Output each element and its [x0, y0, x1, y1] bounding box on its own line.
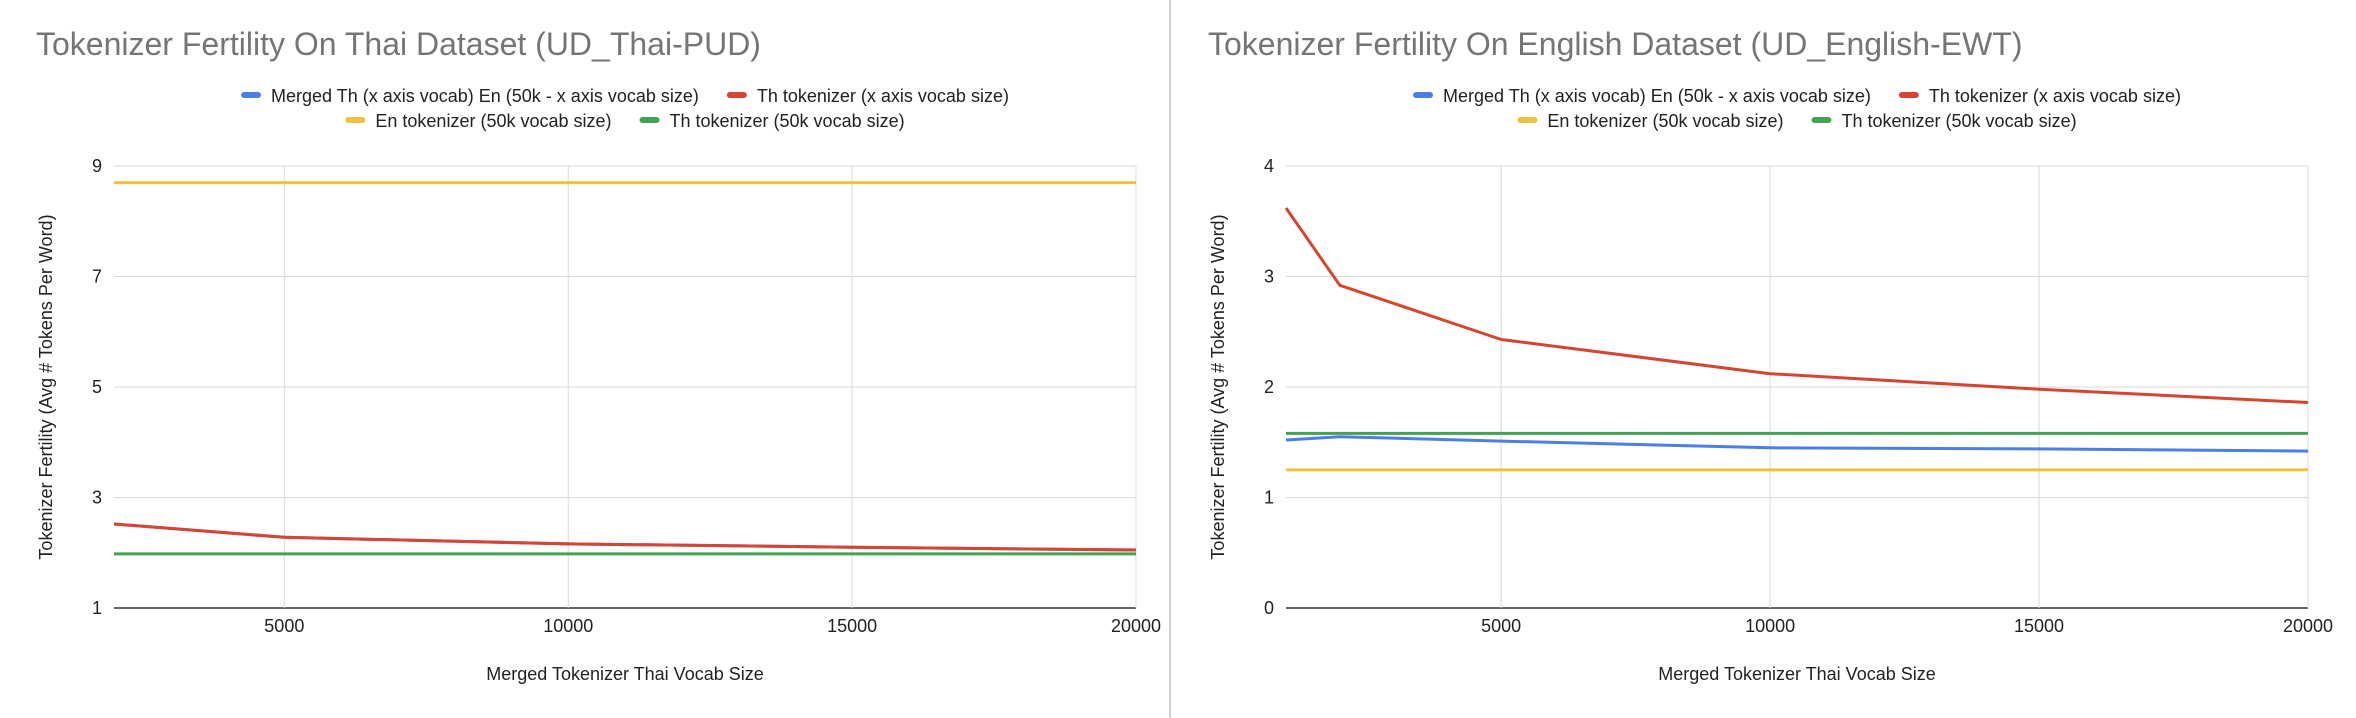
legend-swatch-th-tokenizer-50k-vocab-size	[1811, 117, 1832, 123]
x-tick-label: 15000	[2014, 616, 2064, 636]
x-tick-label: 15000	[827, 616, 877, 636]
legend-label: En tokenizer (50k vocab size)	[1547, 111, 1783, 131]
chart-thai: Tokenizer Fertility On Thai Dataset (UD_…	[36, 26, 1161, 684]
x-tick-label: 10000	[543, 616, 593, 636]
legend-row: En tokenizer (50k vocab size) Th tokenize…	[1517, 111, 2077, 131]
y-tick-label: 3	[1264, 267, 1274, 287]
y-tick-label: 5	[92, 377, 102, 397]
y-axis-title: Tokenizer Fertility (Avg # Tokens Per Wo…	[36, 214, 56, 559]
series-line-merged-th-x-axis-vocab-en-50k-x-axis-vocab-size	[1285, 435, 2309, 453]
legend-swatch-merged-th-x-axis-vocab-en-50k-x-axis-vocab-size	[1413, 92, 1434, 98]
legend-row: Merged Th (x axis vocab) En (50k - x axi…	[241, 86, 1009, 106]
y-tick-label: 7	[92, 267, 102, 287]
y-tick-label: 1	[92, 598, 102, 618]
chart-english: Tokenizer Fertility On English Dataset (…	[1208, 26, 2333, 684]
legend-swatch-en-tokenizer-50k-vocab-size	[1517, 117, 1538, 123]
series-line-th-tokenizer-x-axis-vocab-size	[1284, 207, 2309, 404]
y-tick-label: 9	[92, 156, 102, 176]
legend-label: Th tokenizer (50k vocab size)	[1842, 111, 2077, 131]
legend-label: Th tokenizer (50k vocab size)	[670, 111, 905, 131]
chart-panel-english: Tokenizer Fertility On English Dataset (…	[1172, 0, 2342, 718]
x-tick-label: 5000	[264, 616, 304, 636]
legend-label: Merged Th (x axis vocab) En (50k - x axi…	[271, 86, 699, 106]
chart-title: Tokenizer Fertility On Thai Dataset (UD_…	[36, 26, 761, 62]
y-axis-title: Tokenizer Fertility (Avg # Tokens Per Wo…	[1208, 214, 1228, 559]
y-tick-label: 4	[1264, 156, 1274, 176]
legend-label: Th tokenizer (x axis vocab size)	[1929, 86, 2181, 106]
x-tick-label: 20000	[1111, 616, 1161, 636]
x-tick-label: 10000	[1745, 616, 1795, 636]
y-tick-label: 0	[1264, 598, 1274, 618]
legend-swatch-th-tokenizer-50k-vocab-size	[639, 117, 660, 123]
legend-swatch-th-tokenizer-x-axis-vocab-size	[726, 92, 747, 98]
legend-row: Merged Th (x axis vocab) En (50k - x axi…	[1413, 86, 2181, 106]
y-tick-label: 1	[1264, 488, 1274, 508]
panel-divider	[1169, 0, 1171, 718]
x-axis-title: Merged Tokenizer Thai Vocab Size	[486, 664, 764, 684]
legend-label: Th tokenizer (x axis vocab size)	[757, 86, 1009, 106]
legend-row: En tokenizer (50k vocab size) Th tokenize…	[345, 111, 905, 131]
y-tick-label: 3	[92, 488, 102, 508]
legend-label: En tokenizer (50k vocab size)	[375, 111, 611, 131]
legend-swatch-merged-th-x-axis-vocab-en-50k-x-axis-vocab-size	[241, 92, 262, 98]
legend-swatch-th-tokenizer-x-axis-vocab-size	[1898, 92, 1919, 98]
legend-label: Merged Th (x axis vocab) En (50k - x axi…	[1443, 86, 1871, 106]
x-tick-label: 20000	[2283, 616, 2333, 636]
chart-panel-thai: Tokenizer Fertility On Thai Dataset (UD_…	[0, 0, 1170, 718]
chart-title: Tokenizer Fertility On English Dataset (…	[1208, 26, 2022, 62]
series-line-th-tokenizer-x-axis-vocab-size	[113, 522, 1137, 552]
legend-swatch-en-tokenizer-50k-vocab-size	[345, 117, 366, 123]
x-tick-label: 5000	[1481, 616, 1521, 636]
y-tick-label: 2	[1264, 377, 1274, 397]
x-axis-title: Merged Tokenizer Thai Vocab Size	[1658, 664, 1936, 684]
